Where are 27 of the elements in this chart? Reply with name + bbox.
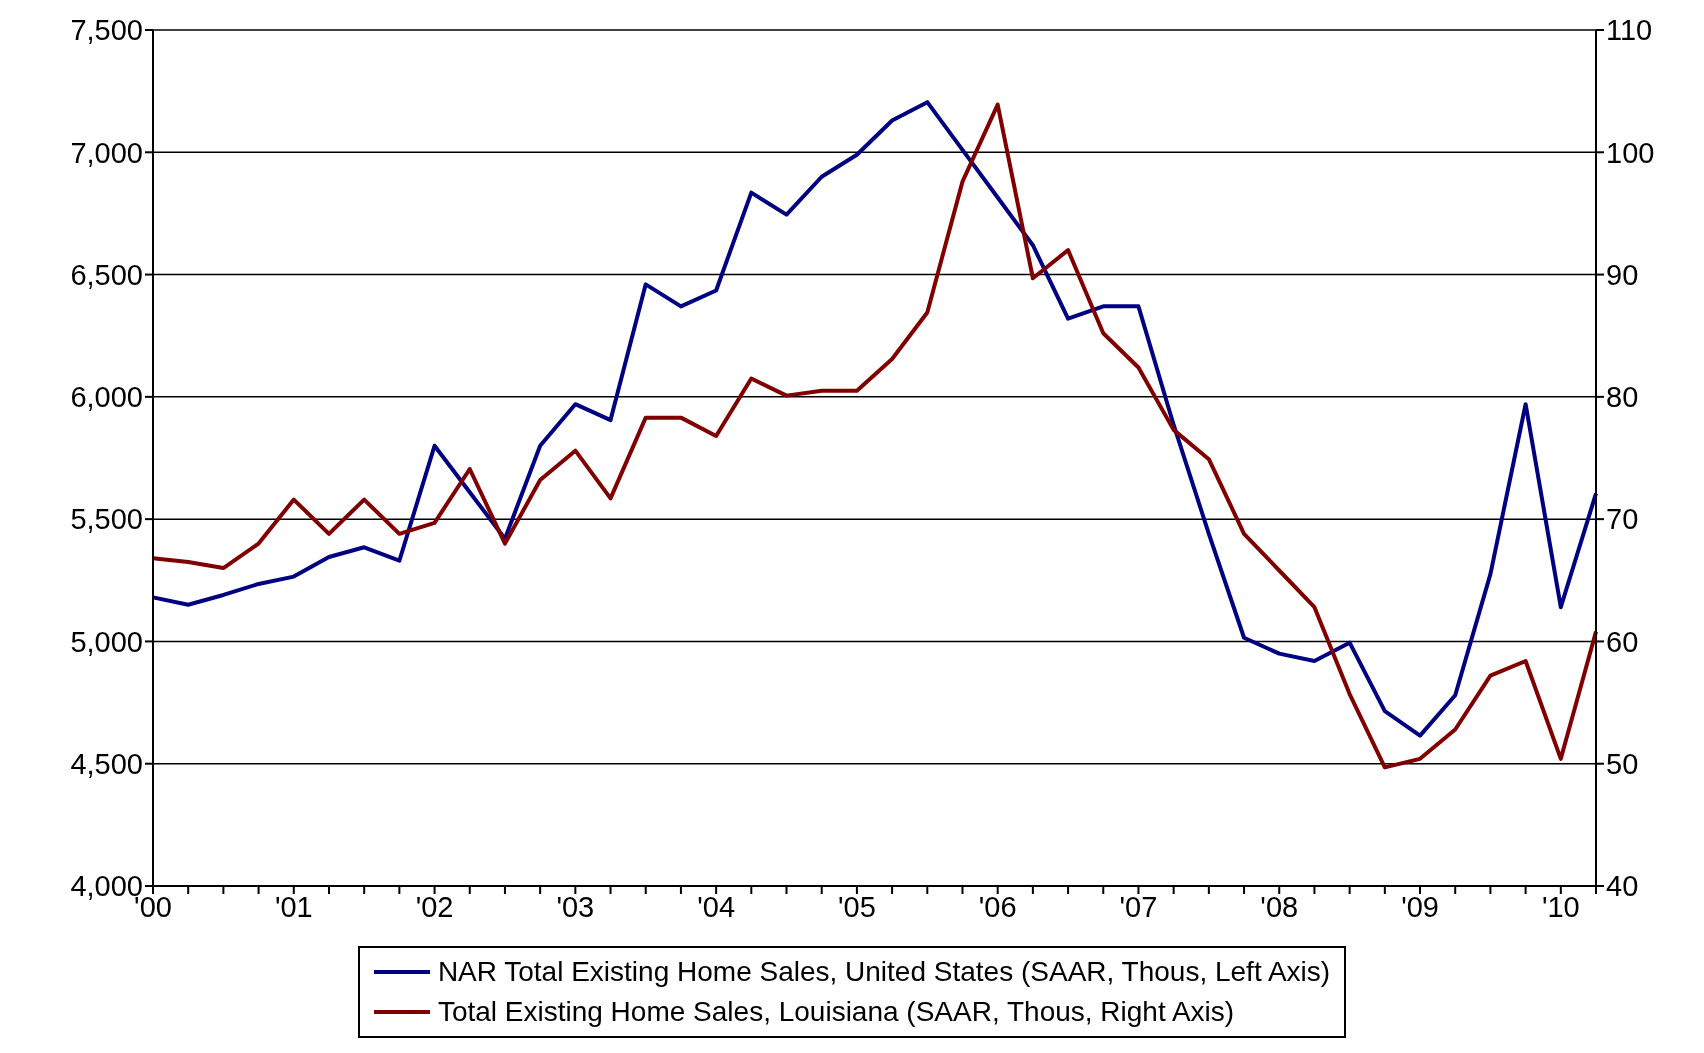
y-tick-label: 6,500 [70, 258, 143, 291]
x-tick-label: '10 [1541, 890, 1580, 923]
x-tick-label: '08 [1260, 890, 1299, 923]
y2-tick-label: 60 [1606, 625, 1639, 658]
y2-tick-label: 50 [1606, 748, 1639, 781]
x-tick-label: '03 [556, 890, 595, 923]
x-tick-label: '04 [697, 890, 736, 923]
y-tick-label: 5,000 [70, 625, 143, 658]
y2-tick-label: 40 [1606, 870, 1639, 903]
y2-tick-label: 90 [1606, 258, 1639, 291]
y-tick-label: 4,500 [70, 748, 143, 781]
y-tick-label: 6,000 [70, 381, 143, 414]
y-tick-label: 7,000 [70, 136, 143, 169]
y2-tick-label: 80 [1606, 381, 1639, 414]
y2-tick-label: 70 [1606, 503, 1639, 536]
y-tick-label: 7,500 [70, 14, 143, 47]
x-tick-label: '05 [838, 890, 876, 923]
x-tick-label: '02 [415, 890, 454, 923]
legend-label: Total Existing Home Sales, Louisiana (SAAR, Thous, Right Axis) [437, 995, 1235, 1029]
x-tick-label: '06 [978, 890, 1017, 923]
y2-tick-label: 110 [1606, 14, 1653, 47]
x-tick-label: '07 [1119, 890, 1158, 923]
y2-tick-label: 100 [1606, 136, 1655, 169]
legend-label: NAR Total Existing Home Sales, United States (SAAR, Thous, Left Axis) [437, 955, 1331, 989]
y-tick-label: 5,500 [70, 503, 143, 536]
x-tick-label: '01 [274, 890, 313, 923]
x-tick-label: '09 [1401, 890, 1439, 923]
